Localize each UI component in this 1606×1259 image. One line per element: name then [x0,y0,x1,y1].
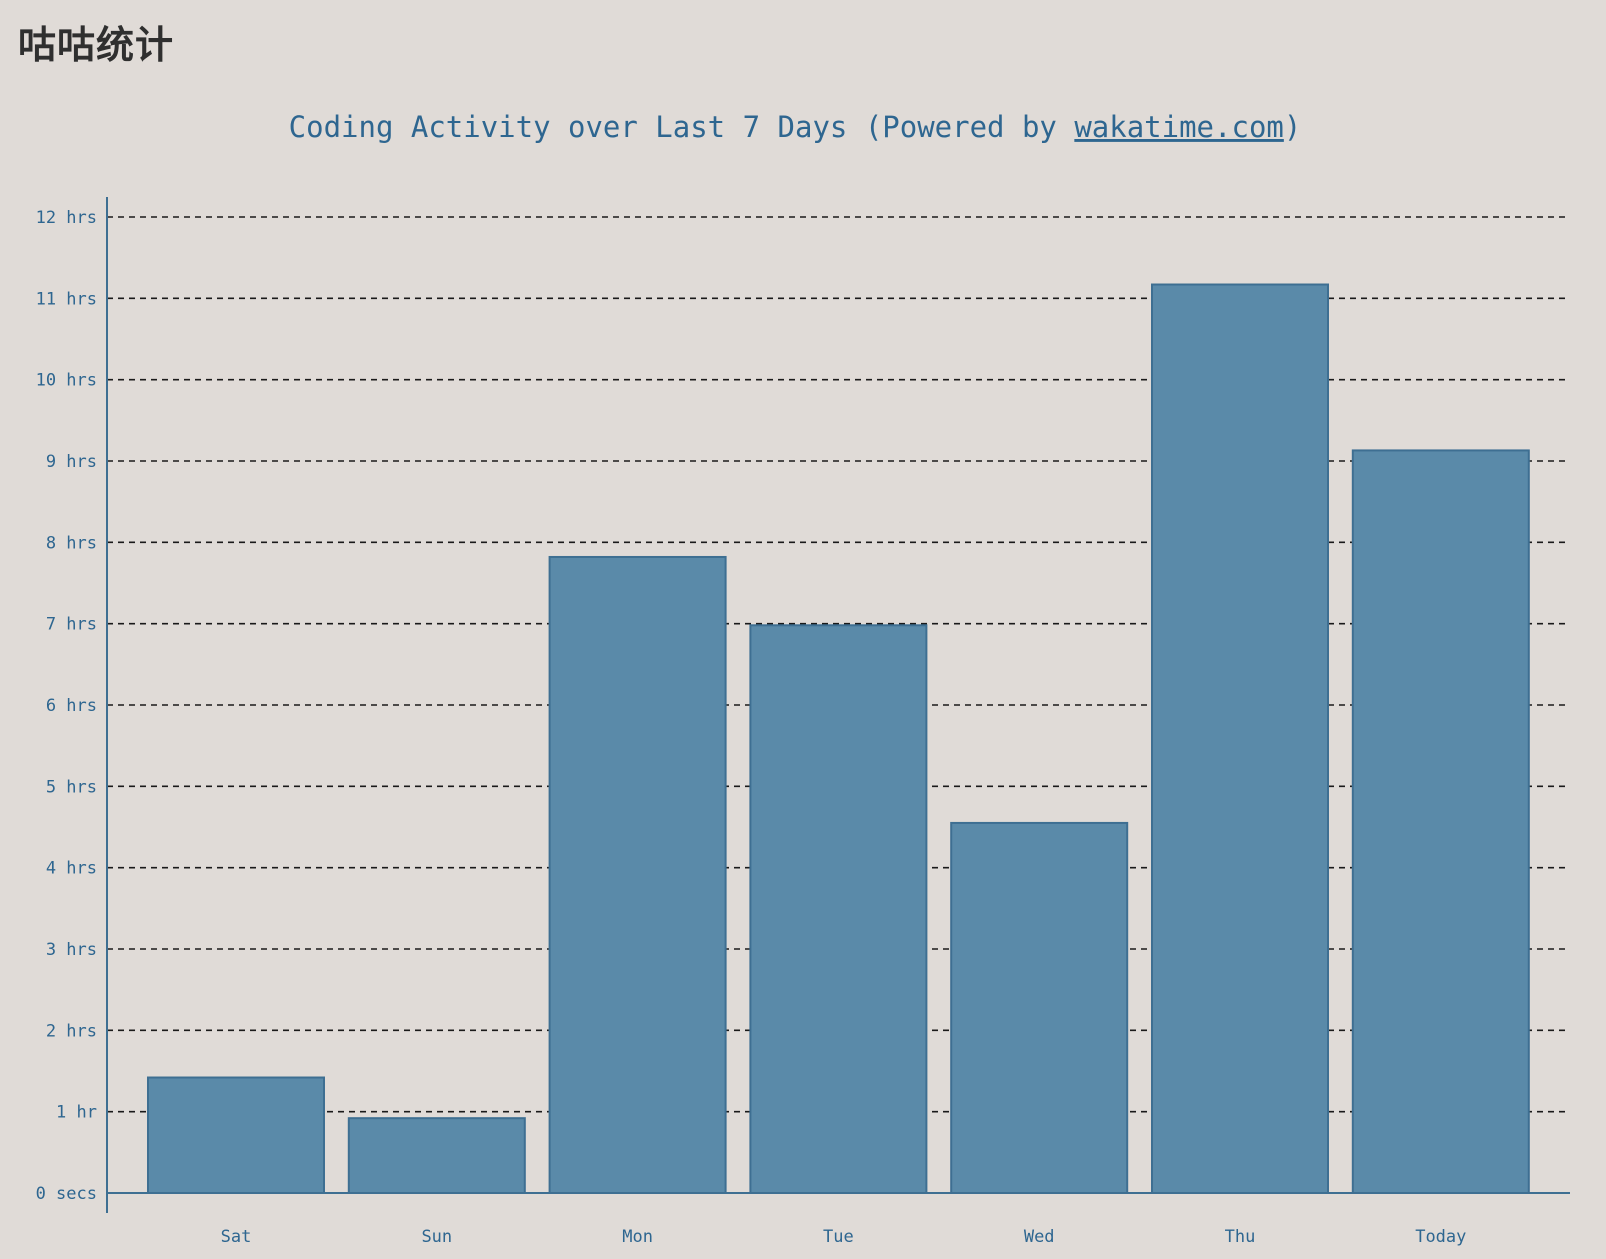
y-tick-label: 5 hrs [46,777,97,797]
y-tick-label: 8 hrs [46,533,97,553]
y-tick-label: 7 hrs [46,615,97,635]
y-tick-label: 12 hrs [36,208,97,228]
page-heading: 咕咕统计 [18,23,175,67]
axes [106,197,1570,1213]
y-tick-label: 6 hrs [46,696,97,716]
bars [147,283,1530,1195]
y-tick-label: 10 hrs [36,371,97,391]
bar-tue [749,624,928,1194]
y-tick-label: 9 hrs [46,452,97,472]
x-tick-labels: Sat Sun Mon Tue Wed Thu Today [221,1227,1467,1247]
x-tick-label: Sun [421,1227,452,1247]
chart-title-suffix: ) [1284,110,1301,144]
x-tick-label: Today [1415,1227,1466,1247]
x-tick-label: Sat [221,1227,252,1247]
bar-wed [950,821,1129,1195]
y-tick-label: 1 hr [56,1103,97,1123]
y-tick-labels: 0 secs 1 hr 2 hrs 3 hrs 4 hrs 5 hrs 6 hrs 7 hrs… [36,208,97,1204]
y-tick-label: 0 secs [36,1184,97,1204]
y-tick-label: 11 hrs [36,289,97,309]
bar-sat [147,1076,325,1195]
y-tick-label: 4 hrs [46,859,97,879]
y-tick-label: 2 hrs [46,1021,97,1041]
x-tick-label: Wed [1024,1227,1055,1247]
chart-title-prefix: Coding Activity over Last 7 Days (Powere… [289,110,1075,144]
y-tick-label: 3 hrs [46,940,97,960]
bar-thu [1151,283,1329,1194]
bar-mon [548,555,727,1194]
chart-title: Coding Activity over Last 7 Days (Powere… [289,110,1302,144]
bar-sun [347,1117,526,1195]
wakatime-link[interactable]: wakatime.com [1074,110,1284,144]
x-tick-label: Mon [622,1227,653,1247]
x-tick-label: Tue [823,1227,854,1247]
bar-today [1351,449,1530,1194]
x-tick-label: Thu [1225,1227,1256,1247]
